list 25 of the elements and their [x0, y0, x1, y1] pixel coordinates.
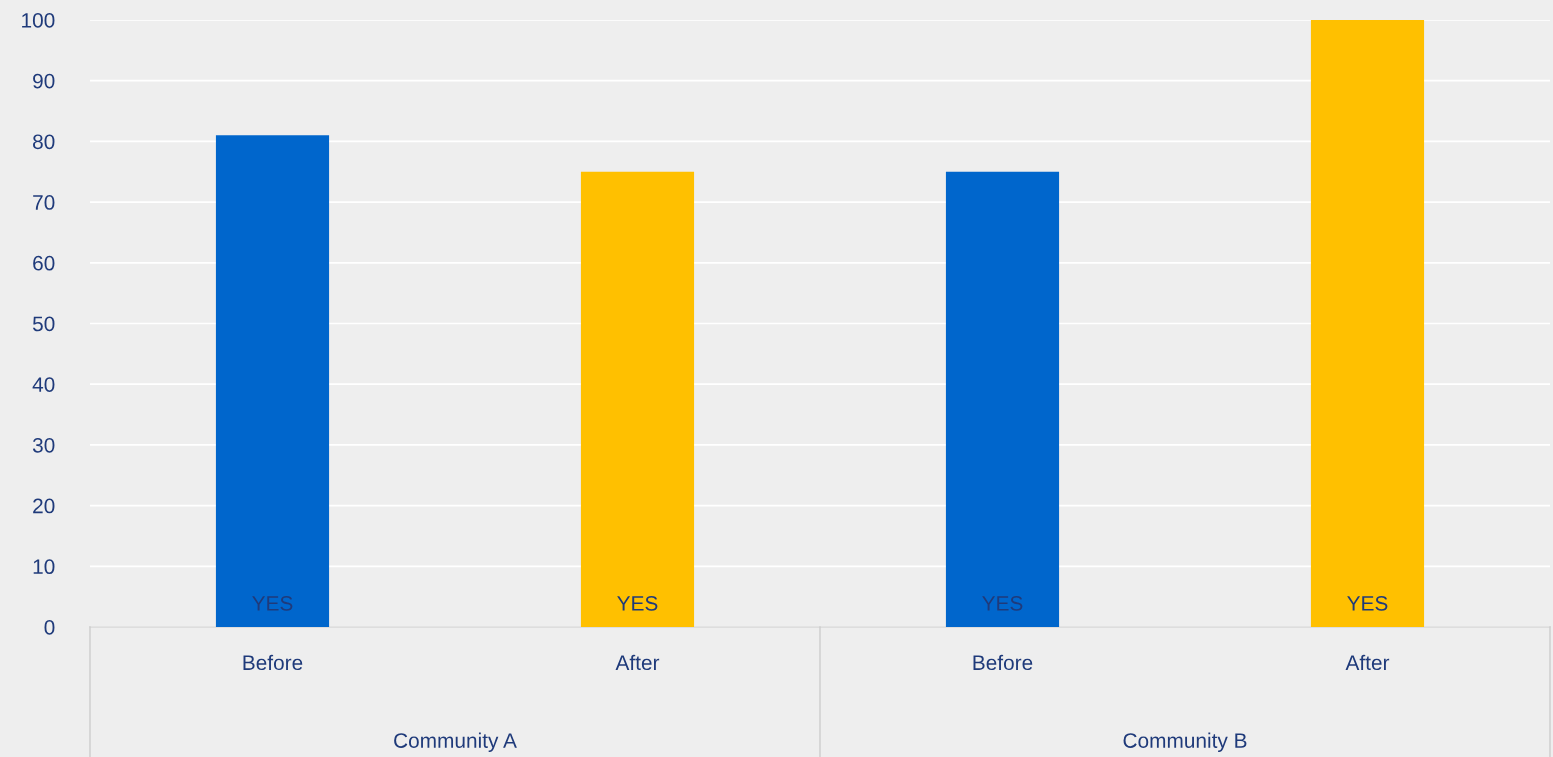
bar [580, 171, 695, 627]
y-tick-label: 80 [33, 134, 55, 150]
x-tick-label: After [1345, 654, 1390, 671]
bar [1310, 20, 1425, 627]
y-tick-label: 90 [33, 73, 55, 89]
text: Community B [1123, 732, 1247, 753]
x-tick-label: After [615, 654, 660, 671]
bar [215, 135, 330, 627]
y-tick-label: 70 [33, 195, 55, 210]
y-tick-label: 10 [33, 559, 55, 575]
x-tick-label: Before [973, 654, 1033, 671]
y-tick-label: 60 [33, 255, 55, 271]
y-tick-label: 30 [32, 437, 55, 453]
data-label: YES [982, 595, 1023, 611]
data-label: YES [252, 595, 293, 611]
y-tick-label: 20 [33, 498, 55, 514]
text: Community A [394, 732, 517, 753]
y-tick-label: 50 [32, 316, 55, 332]
y-tick-label: 0 [44, 620, 55, 635]
bar [945, 171, 1060, 627]
data-label: YES [1347, 595, 1388, 611]
y-tick-label: 100 [22, 13, 55, 28]
y-tick-label: 40 [32, 377, 55, 392]
x-tick-label: Before [243, 654, 303, 671]
data-label: YES [617, 595, 658, 611]
